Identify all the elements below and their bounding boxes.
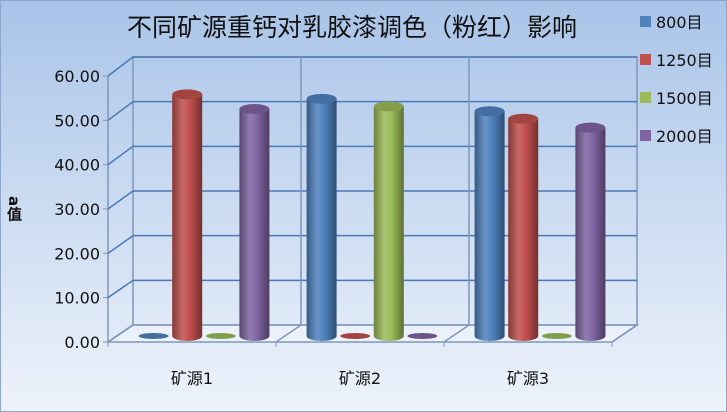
legend-label: 1500目: [656, 89, 713, 108]
floor-divider: [275, 324, 302, 343]
bar-body: [172, 94, 203, 342]
bar-矿源2-1500目: [373, 101, 404, 342]
bar-top: [172, 89, 203, 100]
side-gridline: [107, 56, 134, 77]
floor-divider: [107, 324, 134, 343]
x-tick-label: 矿源1: [171, 369, 213, 388]
side-gridline: [107, 190, 134, 210]
bar-body: [575, 127, 606, 342]
bar-body: [508, 118, 539, 342]
legend-swatch: [640, 130, 651, 141]
y-tick-label: 0.00: [64, 333, 100, 352]
legend-label: 2000目: [656, 127, 713, 146]
bar-top: [508, 113, 539, 124]
y-tick-label: 60.00: [54, 67, 100, 86]
bar-zero: [541, 333, 572, 339]
legend-label: 800目: [656, 13, 703, 32]
bar-top: [306, 93, 337, 104]
legend-swatch: [640, 92, 651, 103]
bar-矿源2-800目: [306, 93, 337, 342]
bar-矿源2-2000目: [407, 333, 438, 339]
y-tick-label: 10.00: [54, 289, 100, 308]
bar-body: [306, 98, 337, 342]
y-tick-label: 40.00: [54, 156, 100, 175]
bar-top: [373, 101, 404, 112]
floor-divider: [443, 324, 470, 343]
bar-矿源1-800目: [138, 333, 169, 339]
side-gridline: [107, 101, 134, 121]
legend-swatch: [640, 54, 651, 65]
floor-divider: [611, 324, 638, 343]
y-tick-label: 30.00: [54, 200, 100, 219]
y-axis-ticks: 0.00 10.00 20.00 30.00 40.00 50.00 60.00: [54, 67, 100, 352]
chart-title: 不同矿源重钙对乳胶漆调色（粉红）影响: [127, 13, 577, 42]
bar-矿源3-1500目: [541, 333, 572, 339]
bar-body: [373, 106, 404, 342]
bar-矿源3-800目: [474, 106, 505, 342]
x-tick-label: 矿源3: [507, 369, 549, 388]
bar-矿源1-1250目: [172, 89, 203, 342]
x-tick-label: 矿源2: [339, 369, 381, 388]
bars: [138, 89, 606, 342]
y-axis-label: a值: [5, 196, 23, 221]
legend: 800目 1250目 1500目 2000目: [640, 13, 713, 146]
bar-body: [474, 111, 505, 342]
bar-矿源1-2000目: [239, 104, 270, 342]
bar-body: [239, 109, 270, 342]
x-axis-ticks: 矿源1 矿源2 矿源3: [171, 369, 549, 388]
bar-zero: [205, 333, 236, 339]
bar-top: [575, 122, 606, 133]
bar-top: [474, 106, 505, 117]
legend-swatch: [640, 16, 651, 27]
y-axis-label-text: a值: [5, 196, 23, 221]
bar-矿源1-1500目: [205, 333, 236, 339]
y-tick-label: 20.00: [54, 244, 100, 263]
side-gridline: [107, 235, 134, 254]
bar-zero: [407, 333, 438, 339]
bar-top: [239, 104, 270, 115]
bar-矿源2-1250目: [340, 333, 371, 339]
bar-矿源3-1250目: [508, 113, 539, 342]
bar-zero: [138, 333, 169, 339]
bar-矿源3-2000目: [575, 122, 606, 342]
legend-label: 1250目: [656, 51, 713, 70]
bar-zero: [340, 333, 371, 339]
side-gridline: [107, 279, 134, 299]
side-gridline: [107, 145, 134, 166]
y-tick-label: 50.00: [54, 111, 100, 130]
